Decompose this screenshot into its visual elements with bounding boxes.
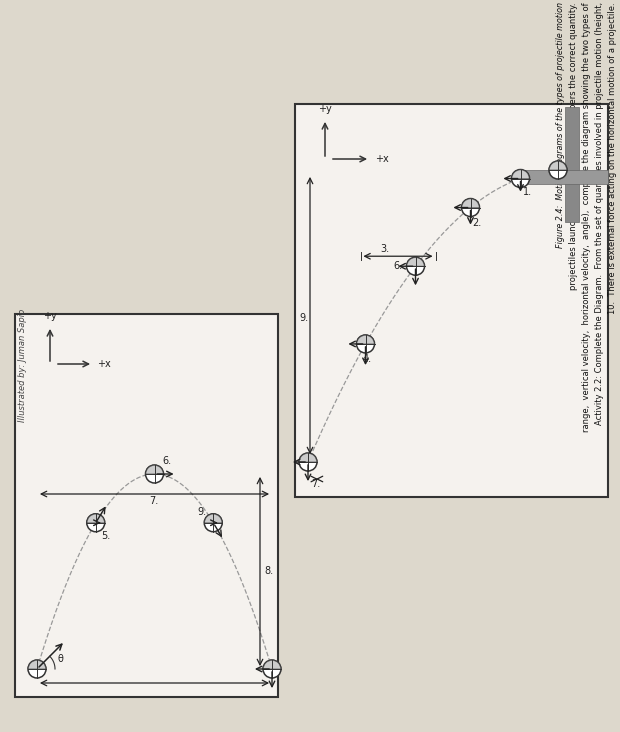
Circle shape bbox=[87, 514, 105, 531]
Wedge shape bbox=[461, 198, 479, 208]
Circle shape bbox=[407, 257, 425, 275]
Wedge shape bbox=[407, 257, 425, 266]
Bar bbox=[565, 107, 579, 222]
Circle shape bbox=[263, 660, 281, 678]
Text: projectiles launched by writing on the numbers the correct quantity.: projectiles launched by writing on the n… bbox=[569, 2, 578, 289]
Text: 3.: 3. bbox=[381, 244, 389, 254]
Text: 6.: 6. bbox=[394, 261, 402, 272]
Wedge shape bbox=[299, 453, 317, 462]
Circle shape bbox=[204, 514, 222, 531]
Text: 6.: 6. bbox=[162, 456, 172, 466]
Text: 1.: 1. bbox=[523, 187, 531, 196]
Bar bbox=[295, 104, 608, 497]
Text: Activity 2.2: Complete the Diagram.  From the set of quantities involved in proj: Activity 2.2: Complete the Diagram. From… bbox=[595, 2, 604, 425]
Text: Figure 2.4:  Motion diagrams of the types of projectile motion: Figure 2.4: Motion diagrams of the types… bbox=[556, 2, 565, 248]
Text: 7.: 7. bbox=[311, 479, 320, 489]
Text: Illustrated by: Juman Sapio: Illustrated by: Juman Sapio bbox=[18, 309, 27, 422]
Text: 10.  There is external force acting on the horizontal motion of a projectile.: 10. There is external force acting on th… bbox=[608, 2, 617, 313]
Wedge shape bbox=[356, 335, 374, 344]
Text: 7.: 7. bbox=[149, 496, 159, 506]
Circle shape bbox=[549, 161, 567, 179]
Wedge shape bbox=[549, 161, 567, 170]
Text: 5.: 5. bbox=[100, 531, 110, 541]
Text: +y: +y bbox=[43, 311, 57, 321]
Circle shape bbox=[512, 170, 529, 187]
Circle shape bbox=[299, 453, 317, 471]
Circle shape bbox=[146, 465, 164, 483]
Wedge shape bbox=[28, 660, 46, 669]
Bar bbox=[525, 170, 608, 184]
Bar bbox=[15, 314, 278, 697]
Wedge shape bbox=[512, 170, 529, 179]
Text: +x: +x bbox=[375, 154, 389, 164]
Wedge shape bbox=[87, 514, 105, 523]
Text: range,  vertical velocity,  horizontal velocity,  angle),  complete the diagram : range, vertical velocity, horizontal vel… bbox=[582, 2, 591, 432]
Wedge shape bbox=[146, 465, 164, 474]
Circle shape bbox=[28, 660, 46, 678]
Wedge shape bbox=[263, 660, 281, 669]
Wedge shape bbox=[204, 514, 222, 523]
Text: 2.: 2. bbox=[472, 217, 482, 228]
Text: 9.: 9. bbox=[197, 507, 206, 517]
Text: 9.: 9. bbox=[299, 313, 308, 323]
Text: 4.: 4. bbox=[363, 354, 371, 364]
Circle shape bbox=[356, 335, 374, 353]
Text: θ: θ bbox=[57, 654, 63, 664]
Text: +x: +x bbox=[97, 359, 111, 369]
Circle shape bbox=[461, 198, 479, 217]
Text: 8.: 8. bbox=[264, 567, 273, 577]
Text: +y: +y bbox=[318, 104, 332, 114]
